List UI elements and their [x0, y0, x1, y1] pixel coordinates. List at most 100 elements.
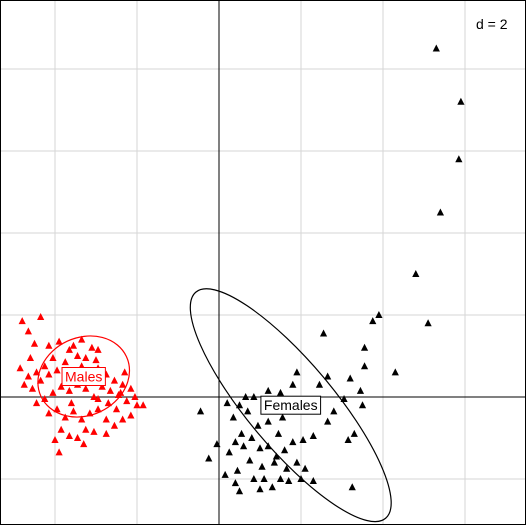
point-females: [233, 466, 242, 474]
class-label-box: [61, 367, 106, 386]
point-females: [225, 448, 233, 456]
point-females: [264, 386, 272, 394]
point-males: [18, 317, 26, 325]
point-males: [119, 380, 127, 388]
point-males: [78, 415, 86, 423]
point-males: [123, 397, 131, 405]
point-females: [301, 464, 309, 472]
point-males: [49, 354, 57, 362]
point-males: [86, 409, 94, 417]
point-females: [270, 458, 278, 466]
point-females: [244, 407, 252, 415]
point-females: [424, 319, 432, 327]
point-females: [268, 483, 276, 491]
point-males: [121, 368, 129, 376]
point-males: [90, 393, 98, 400]
point-females: [223, 399, 231, 407]
scale-label: d = 2: [476, 16, 508, 32]
point-males: [32, 399, 41, 407]
point-females: [358, 401, 367, 409]
point-males: [24, 327, 32, 335]
point-males: [61, 358, 69, 366]
scale-label-box: d = 2: [470, 13, 526, 35]
point-males: [53, 366, 61, 374]
point-males: [45, 409, 53, 417]
point-females: [237, 429, 246, 437]
point-females: [369, 317, 377, 325]
point-females: [309, 431, 317, 439]
point-females: [285, 477, 293, 485]
point-females: [272, 452, 280, 460]
point-males: [102, 415, 110, 423]
point-females: [250, 475, 258, 482]
point-females: [235, 487, 244, 495]
point-males: [119, 415, 127, 423]
point-males: [106, 386, 114, 394]
point-males: [69, 407, 78, 415]
point-females: [281, 446, 289, 454]
point-females: [278, 413, 287, 421]
point-females: [315, 380, 324, 388]
point-males: [104, 399, 112, 407]
point-males: [127, 384, 135, 392]
point-males: [78, 335, 86, 343]
point-females: [254, 421, 262, 429]
point-males: [24, 372, 32, 380]
point-females: [213, 440, 221, 448]
point-females: [231, 438, 239, 446]
point-males: [88, 343, 96, 351]
point-females: [274, 429, 283, 437]
point-males: [20, 380, 28, 388]
point-females: [356, 386, 365, 394]
point-females: [196, 407, 205, 415]
point-males: [112, 405, 121, 413]
point-males: [51, 436, 59, 444]
data-points: [16, 44, 465, 495]
point-males: [82, 425, 90, 433]
class-ellipses: [37, 288, 392, 523]
point-females: [436, 208, 444, 216]
point-females: [231, 479, 239, 487]
point-females: [432, 44, 440, 52]
point-females: [256, 485, 264, 493]
point-males: [65, 431, 73, 439]
point-males: [57, 425, 65, 433]
ellipse-females: [189, 288, 392, 523]
point-females: [289, 380, 297, 388]
class-label-males: Males: [61, 367, 106, 386]
point-females: [250, 393, 258, 400]
point-males: [94, 345, 102, 353]
point-females: [264, 417, 272, 425]
point-females: [221, 470, 229, 478]
point-males: [98, 382, 106, 390]
point-females: [260, 475, 268, 482]
point-females: [360, 343, 369, 351]
point-males: [57, 382, 65, 390]
point-females: [391, 368, 399, 376]
point-females: [229, 413, 237, 421]
point-females: [346, 374, 354, 382]
point-females: [375, 311, 383, 318]
point-females: [283, 464, 291, 472]
point-males: [65, 345, 73, 353]
point-females: [455, 155, 463, 163]
point-males: [28, 384, 37, 392]
point-males: [110, 376, 119, 384]
point-females: [297, 475, 305, 482]
point-females: [360, 362, 369, 370]
class-label-females: Females: [260, 395, 322, 415]
point-females: [242, 393, 250, 400]
point-males: [82, 354, 90, 362]
point-females: [235, 401, 244, 409]
point-males: [94, 405, 102, 413]
point-males: [26, 354, 34, 362]
point-females: [412, 270, 420, 277]
point-males: [139, 401, 147, 409]
point-females: [246, 456, 254, 464]
point-males: [92, 356, 100, 364]
point-males: [16, 364, 24, 372]
point-males: [61, 413, 69, 421]
point-males: [30, 339, 39, 347]
